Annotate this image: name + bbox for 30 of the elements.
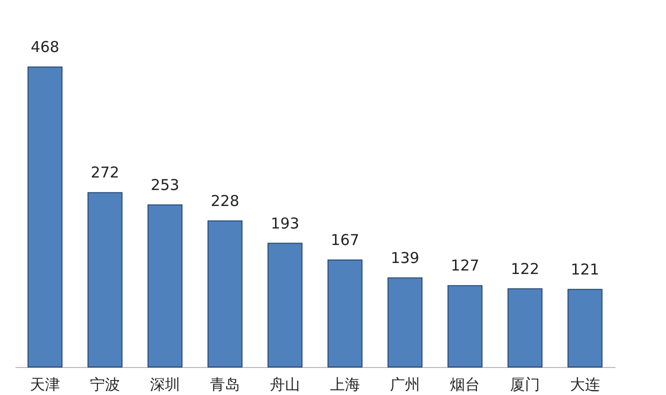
bar — [388, 277, 422, 368]
x-tick-label: 广州 — [390, 376, 420, 394]
data-label: 122 — [510, 260, 540, 278]
data-label: 139 — [390, 248, 420, 267]
x-tick-label: 上海 — [330, 376, 360, 394]
x-tick-label: 舟山 — [270, 376, 300, 394]
x-tick-label: 天津 — [30, 376, 60, 394]
data-label: 468 — [30, 38, 60, 56]
x-tick-label: 青岛 — [210, 376, 240, 394]
x-tick-label: 大连 — [570, 376, 600, 394]
x-tick-label: 深圳 — [150, 376, 180, 394]
bar — [148, 204, 182, 368]
bar — [568, 288, 602, 368]
x-tick-label: 烟台 — [450, 376, 480, 394]
bar — [208, 220, 242, 368]
data-label: 127 — [450, 256, 480, 275]
x-tick-label: 厦门 — [510, 376, 540, 394]
data-label: 228 — [210, 192, 240, 210]
bar — [28, 66, 62, 368]
bar — [448, 285, 482, 368]
bar — [508, 288, 542, 368]
bar — [88, 192, 122, 368]
data-label: 272 — [90, 164, 120, 182]
bar — [328, 259, 362, 368]
data-label: 121 — [570, 260, 600, 278]
bar — [268, 242, 302, 368]
data-label: 167 — [330, 230, 360, 249]
data-label: 193 — [270, 214, 300, 232]
x-tick-label: 宁波 — [90, 376, 120, 394]
data-label: 253 — [150, 176, 180, 194]
